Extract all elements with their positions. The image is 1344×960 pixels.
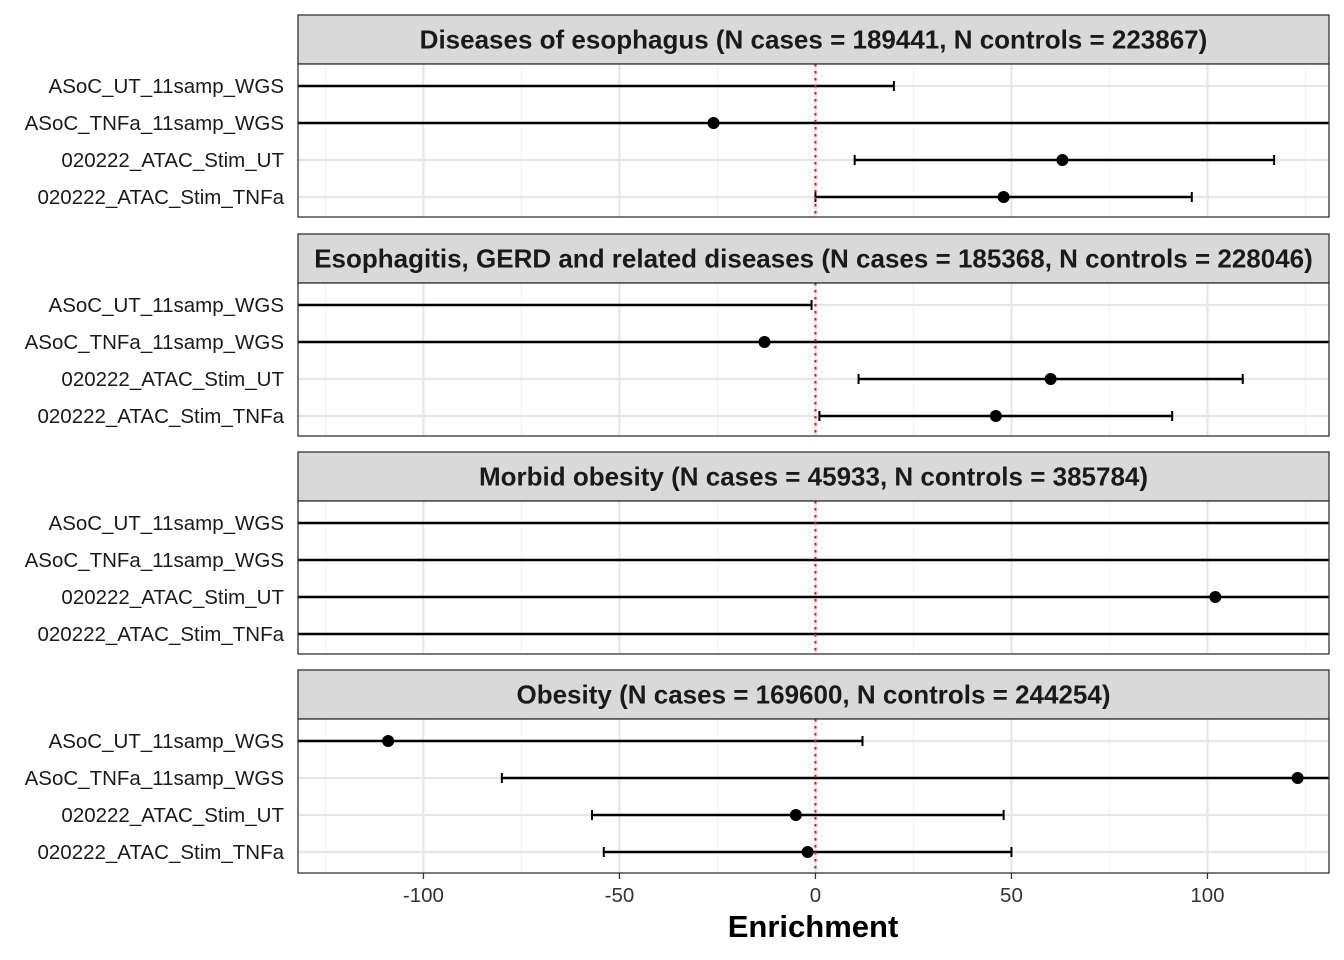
panel-background <box>298 719 1329 873</box>
point-estimate <box>1056 154 1069 166</box>
x-tick-label: 50 <box>1000 884 1023 907</box>
facet-title: Diseases of esophagus (N cases = 189441,… <box>420 25 1208 55</box>
x-tick-label: 0 <box>810 884 821 907</box>
facet-title: Esophagitis, GERD and related diseases (… <box>314 244 1313 274</box>
facet-strip <box>297 14 1330 65</box>
point-estimate <box>1209 591 1222 603</box>
category-label: ASoC_TNFa_11samp_WGS <box>25 549 284 572</box>
point-estimate <box>1044 373 1057 385</box>
facet-title: Morbid obesity (N cases = 45933, N contr… <box>479 462 1148 492</box>
point-estimate <box>789 809 802 821</box>
facet-strip <box>297 669 1330 720</box>
panel-background <box>298 64 1329 217</box>
category-label: 020222_ATAC_Stim_UT <box>61 149 284 172</box>
point-estimate <box>382 735 395 747</box>
category-label: 020222_ATAC_Stim_TNFa <box>38 841 285 864</box>
category-label: ASoC_TNFa_11samp_WGS <box>25 331 284 354</box>
point-estimate <box>758 336 771 348</box>
panel-border <box>297 282 1330 437</box>
category-label: 020222_ATAC_Stim_TNFa <box>38 623 285 646</box>
panel-background <box>298 283 1329 436</box>
panel-border <box>297 500 1330 655</box>
point-estimate <box>989 410 1002 422</box>
point-estimate <box>1291 772 1304 784</box>
category-label: ASoC_TNFa_11samp_WGS <box>25 112 284 135</box>
point-estimate <box>801 846 814 858</box>
facet-strip <box>297 233 1330 284</box>
category-label: ASoC_UT_11samp_WGS <box>49 294 284 317</box>
category-label: 020222_ATAC_Stim_UT <box>61 586 284 609</box>
x-tick-label: -50 <box>605 884 635 907</box>
point-estimate <box>707 117 720 129</box>
category-label: 020222_ATAC_Stim_TNFa <box>38 405 285 428</box>
x-tick-label: -100 <box>403 884 444 907</box>
category-label: 020222_ATAC_Stim_UT <box>61 804 284 827</box>
point-estimate <box>997 191 1010 203</box>
panel-border <box>297 718 1330 874</box>
category-label: 020222_ATAC_Stim_TNFa <box>38 186 285 209</box>
facet-title: Obesity (N cases = 169600, N controls = … <box>516 680 1110 710</box>
category-label: ASoC_UT_11samp_WGS <box>49 75 284 98</box>
x-tick-label: 100 <box>1190 884 1224 907</box>
panel-background <box>298 501 1329 654</box>
category-label: 020222_ATAC_Stim_UT <box>61 368 284 391</box>
x-axis-title: Enrichment <box>728 909 899 944</box>
panel-border <box>297 63 1330 218</box>
category-label: ASoC_UT_11samp_WGS <box>49 730 284 753</box>
category-label: ASoC_TNFa_11samp_WGS <box>25 767 284 790</box>
category-label: ASoC_UT_11samp_WGS <box>49 512 284 535</box>
